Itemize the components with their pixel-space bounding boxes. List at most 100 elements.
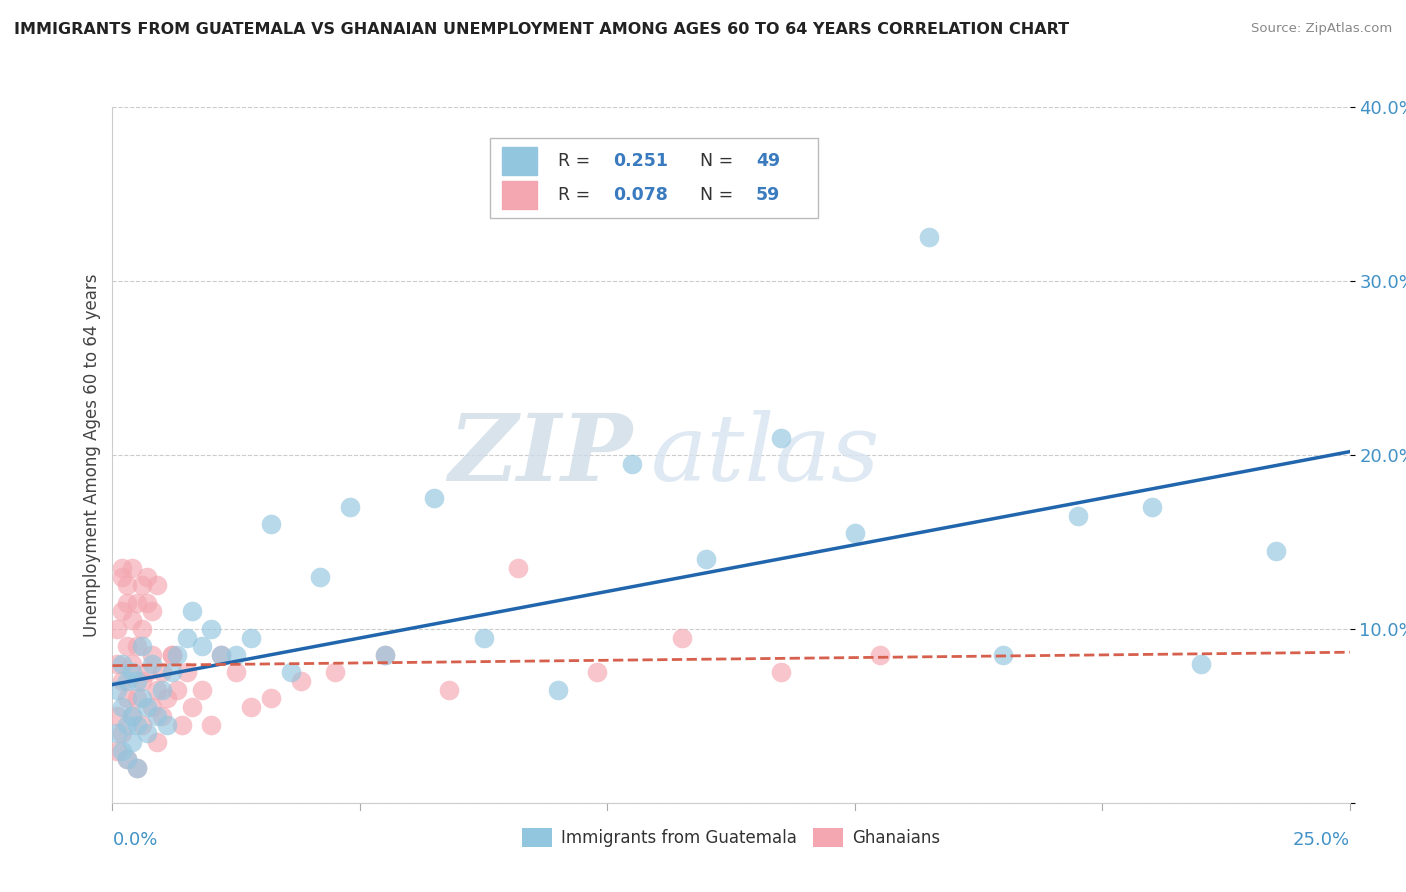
Point — [200, 717, 222, 731]
Point — [111, 605, 134, 619]
Point — [508, 561, 530, 575]
Text: IMMIGRANTS FROM GUATEMALA VS GHANAIAN UNEMPLOYMENT AMONG AGES 60 TO 64 YEARS COR: IMMIGRANTS FROM GUATEMALA VS GHANAIAN UN… — [14, 22, 1069, 37]
Point — [121, 613, 143, 627]
Point — [176, 631, 198, 645]
Point — [111, 570, 134, 584]
Point — [1140, 500, 1163, 514]
Point — [131, 622, 153, 636]
Point — [180, 605, 202, 619]
Point — [111, 561, 134, 575]
Point — [117, 752, 139, 766]
Point — [111, 657, 134, 671]
Point — [136, 726, 159, 740]
Text: atlas: atlas — [651, 410, 880, 500]
Point — [127, 596, 149, 610]
Text: 0.0%: 0.0% — [112, 830, 157, 848]
Point — [150, 682, 173, 697]
Point — [127, 761, 149, 775]
Point — [769, 431, 792, 445]
Point — [374, 648, 396, 662]
Bar — [502, 181, 537, 210]
Point — [121, 708, 143, 723]
Point — [141, 605, 163, 619]
Point — [209, 648, 232, 662]
Point — [309, 570, 332, 584]
Point — [156, 691, 179, 706]
Point — [107, 726, 129, 740]
Point — [127, 717, 149, 731]
Text: 0.251: 0.251 — [613, 152, 669, 169]
Point — [339, 500, 361, 514]
Point — [423, 491, 446, 506]
Point — [117, 691, 139, 706]
Point — [769, 665, 792, 680]
Point — [260, 691, 283, 706]
Text: N =: N = — [700, 152, 740, 169]
Point — [671, 631, 693, 645]
Point — [131, 717, 153, 731]
Point — [107, 708, 129, 723]
Point — [127, 761, 149, 775]
Point — [127, 691, 149, 706]
Point — [437, 682, 460, 697]
Text: N =: N = — [700, 186, 740, 204]
Point — [111, 700, 134, 714]
Point — [121, 561, 143, 575]
Point — [107, 744, 129, 758]
Point — [1189, 657, 1212, 671]
Point — [121, 708, 143, 723]
Point — [150, 708, 173, 723]
Legend: Immigrants from Guatemala, Ghanaians: Immigrants from Guatemala, Ghanaians — [516, 821, 946, 854]
Point — [225, 648, 247, 662]
Point — [869, 648, 891, 662]
Point — [111, 744, 134, 758]
Text: ZIP: ZIP — [449, 410, 633, 500]
Point — [111, 674, 134, 689]
Point — [146, 708, 169, 723]
Point — [176, 665, 198, 680]
Point — [107, 682, 129, 697]
Point — [160, 648, 183, 662]
Point — [117, 596, 139, 610]
Point — [844, 526, 866, 541]
Point — [170, 717, 193, 731]
Text: 49: 49 — [756, 152, 780, 169]
Point — [136, 665, 159, 680]
Point — [131, 674, 153, 689]
Point — [280, 665, 302, 680]
Point — [472, 631, 495, 645]
Point — [131, 578, 153, 592]
Text: R =: R = — [558, 152, 596, 169]
Point — [127, 674, 149, 689]
Text: R =: R = — [558, 186, 596, 204]
Point — [1066, 508, 1088, 523]
Point — [117, 674, 139, 689]
Point — [146, 578, 169, 592]
Point — [141, 657, 163, 671]
FancyBboxPatch shape — [489, 138, 818, 219]
Point — [117, 578, 139, 592]
Point — [156, 717, 179, 731]
Point — [260, 517, 283, 532]
Point — [136, 596, 159, 610]
Point — [374, 648, 396, 662]
Point — [141, 648, 163, 662]
Point — [107, 657, 129, 671]
Point — [621, 457, 644, 471]
Text: Source: ZipAtlas.com: Source: ZipAtlas.com — [1251, 22, 1392, 36]
Point — [1264, 543, 1286, 558]
Point — [141, 700, 163, 714]
Point — [127, 639, 149, 653]
Point — [146, 682, 169, 697]
Point — [993, 648, 1015, 662]
Point — [166, 648, 188, 662]
Point — [225, 665, 247, 680]
Point — [918, 230, 941, 244]
Point — [136, 570, 159, 584]
Point — [121, 657, 143, 671]
Point — [240, 631, 263, 645]
Point — [150, 665, 173, 680]
Point — [695, 552, 717, 566]
Point — [200, 622, 222, 636]
Y-axis label: Unemployment Among Ages 60 to 64 years: Unemployment Among Ages 60 to 64 years — [83, 273, 101, 637]
